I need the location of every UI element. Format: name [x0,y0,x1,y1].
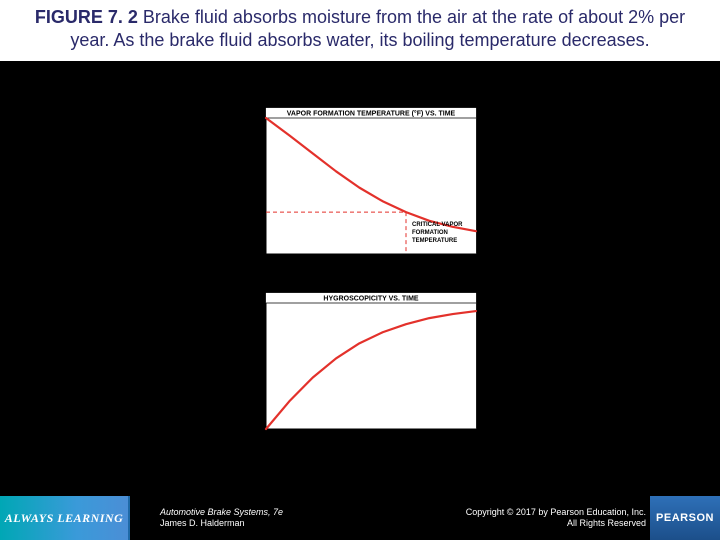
book-title: Automotive Brake Systems, 7e [160,507,466,518]
charts-area: VAPOR FORMATION TEMPERATURE (°F) VS. TIM… [0,104,720,496]
svg-text:HYGROSCOPICITY VS. TIME: HYGROSCOPICITY VS. TIME [323,296,418,303]
svg-text:10: 10 [379,259,387,266]
svg-text:250°: 250° [247,223,262,231]
svg-text:8: 8 [357,259,361,266]
svg-text:350°: 350° [247,169,262,177]
svg-text:12: 12 [402,259,410,266]
figure-number: FIGURE 7. 2 [35,7,138,27]
svg-text:4: 4 [311,434,315,441]
svg-text:16: 16 [449,434,457,441]
chart-hygroscopicity-vs-time: HYGROSCOPICITY VS. TIME 1% 2% 0 2 4 6 8 10 12 14 16… [230,289,490,454]
svg-text:200°: 200° [247,251,262,259]
svg-text:FORMATION: FORMATION [412,230,448,236]
footer: ALWAYS LEARNING Automotive Brake Systems… [0,496,720,540]
svg-text:6: 6 [334,434,338,441]
svg-text:300°: 300° [247,196,262,204]
svg-text:MONTHS: MONTHS [356,268,387,274]
svg-text:1%: 1% [251,376,261,383]
book-credits: Automotive Brake Systems, 7e James D. Ha… [130,507,466,529]
svg-text:0: 0 [264,434,268,441]
svg-text:2: 2 [287,434,291,441]
always-learning-text: ALWAYS LEARNING [5,511,124,526]
svg-text:TEMPERATURE: TEMPERATURE [412,238,457,244]
svg-text:8: 8 [357,434,361,441]
svg-text:400°: 400° [247,142,262,150]
svg-text:VAPOR FORMATION TEMPERATURE (°: VAPOR FORMATION TEMPERATURE (°F) VS. TIM… [287,110,456,118]
svg-text:2: 2 [287,259,291,266]
pearson-text: PEARSON [656,512,714,524]
svg-text:4: 4 [311,259,315,266]
copyright-line2: All Rights Reserved [466,518,646,529]
svg-text:450°: 450° [247,115,262,123]
svg-text:14: 14 [425,434,433,441]
svg-text:MONTHS: MONTHS [356,443,387,449]
chart-vapor-vs-time: VAPOR FORMATION TEMPERATURE (°F) VS. TIM… [230,104,490,279]
svg-text:2%: 2% [251,326,261,333]
copyright-line1: Copyright © 2017 by Pearson Education, I… [466,507,646,518]
always-learning-badge: ALWAYS LEARNING [0,496,130,540]
svg-text:0: 0 [264,259,268,266]
figure-caption: FIGURE 7. 2 Brake fluid absorbs moisture… [0,0,720,61]
figure-text: Brake fluid absorbs moisture from the ai… [70,7,685,50]
svg-text:12: 12 [402,434,410,441]
svg-text:18: 18 [472,259,480,266]
copyright: Copyright © 2017 by Pearson Education, I… [466,507,650,529]
svg-text:CRITICAL VAPOR: CRITICAL VAPOR [412,222,463,228]
svg-text:16: 16 [449,259,457,266]
svg-text:18: 18 [472,434,480,441]
book-author: James D. Halderman [160,518,466,529]
svg-text:6: 6 [334,259,338,266]
svg-text:14: 14 [425,259,433,266]
svg-text:10: 10 [379,434,387,441]
pearson-logo: PEARSON [650,496,720,540]
